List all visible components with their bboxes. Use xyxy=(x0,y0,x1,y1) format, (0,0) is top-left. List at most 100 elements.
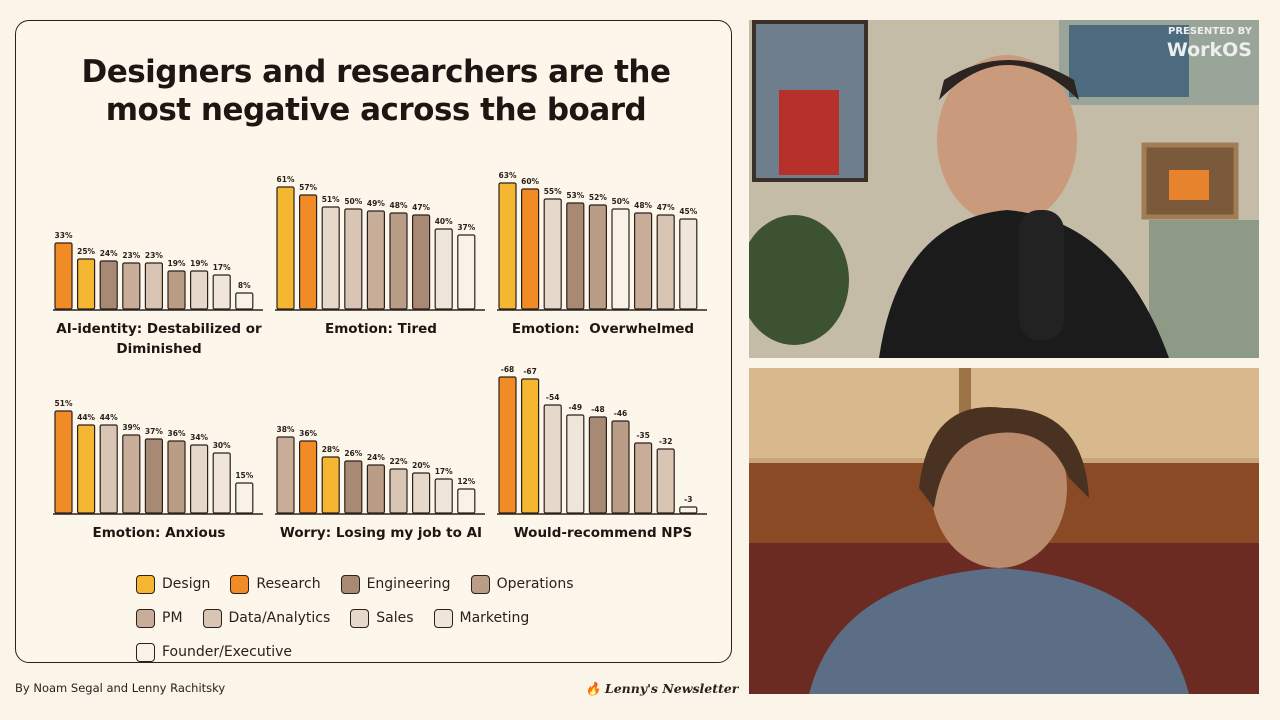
bar xyxy=(412,214,431,310)
legend-item: Research xyxy=(230,573,321,595)
legend-swatch xyxy=(350,608,370,628)
bar xyxy=(344,460,363,514)
chart-plot: 33% 25% 24% 23% 23% 19% 19% 17% 8% xyxy=(53,231,263,311)
value-label: 37% xyxy=(145,427,163,436)
value-label: -35 xyxy=(636,431,650,440)
bar xyxy=(144,438,164,514)
bar xyxy=(679,218,698,310)
legend-item: Design xyxy=(136,573,210,595)
bar xyxy=(122,434,141,514)
bar xyxy=(122,262,141,310)
bar xyxy=(611,208,630,310)
chart: 61% 57% 51% 50% 49% 48% 47% 40% 37% Emotion: Tire… xyxy=(273,161,489,339)
video-frame xyxy=(749,368,1259,694)
value-label: 52% xyxy=(589,193,607,202)
value-label: 51% xyxy=(322,195,340,204)
value-label: 17% xyxy=(435,467,453,476)
legend-label: Engineering xyxy=(366,576,451,592)
chart-plot: 61% 57% 51% 50% 49% 48% 47% 40% 37% xyxy=(275,175,485,311)
value-label: 25% xyxy=(77,247,95,256)
bar xyxy=(412,472,431,514)
value-label: 47% xyxy=(657,203,675,212)
value-label: 55% xyxy=(544,187,562,196)
value-label: 24% xyxy=(367,453,385,462)
bar xyxy=(634,212,653,310)
bar xyxy=(611,420,630,514)
brand-name: Lenny's Newsletter xyxy=(604,681,739,696)
legend-swatch xyxy=(470,574,490,594)
value-label: 37% xyxy=(457,223,475,232)
sponsor: WorkOS xyxy=(1167,39,1252,61)
video-guest xyxy=(749,368,1259,694)
bar xyxy=(634,442,653,514)
value-label: -32 xyxy=(659,437,673,446)
value-label: 63% xyxy=(499,171,517,180)
value-label: 48% xyxy=(634,201,652,210)
bar xyxy=(299,194,318,310)
legend-item: Marketing xyxy=(433,607,529,629)
value-label: 17% xyxy=(213,263,231,272)
value-label: 38% xyxy=(277,425,295,434)
bar xyxy=(167,270,186,310)
bar xyxy=(212,452,231,514)
value-label: 24% xyxy=(100,249,118,258)
chart-title: Emotion: Anxious xyxy=(92,525,226,541)
legend-item: Founder/Executive xyxy=(136,641,292,663)
value-label: 28% xyxy=(322,445,340,454)
bar xyxy=(656,448,675,514)
value-label: -67 xyxy=(523,367,537,376)
chart-plot: 38% 36% 28% 26% 24% 22% 20% 17% 12% xyxy=(275,425,485,515)
value-label: 40% xyxy=(435,217,453,226)
bar xyxy=(543,404,562,514)
bar xyxy=(588,204,608,310)
value-label: -49 xyxy=(569,403,583,412)
value-label: 19% xyxy=(168,259,186,268)
chart: 51% 44% 44% 39% 37% 36% 34% 30% 15% Emotion: Anxi… xyxy=(51,365,267,543)
legend-swatch xyxy=(202,608,222,628)
chart-plot: 51% 44% 44% 39% 37% 36% 34% 30% 15% xyxy=(53,399,263,515)
value-label: 39% xyxy=(122,423,140,432)
legend-label: Research xyxy=(256,576,321,592)
brand: 🔥 Lenny's Newsletter xyxy=(585,681,739,696)
legend-item: PM xyxy=(136,607,183,629)
legend-swatch xyxy=(136,574,155,594)
bar xyxy=(434,228,453,310)
value-label: 20% xyxy=(412,461,430,470)
presented-by: PRESENTED BY xyxy=(1168,26,1253,37)
bar xyxy=(588,416,608,514)
legend-swatch xyxy=(136,642,155,662)
value-label: 26% xyxy=(344,449,362,458)
legend-swatch xyxy=(230,574,250,594)
bar xyxy=(656,214,675,310)
value-label: 45% xyxy=(679,207,697,216)
bar xyxy=(77,424,96,514)
value-label: 12% xyxy=(457,477,475,486)
value-label: 33% xyxy=(55,231,73,240)
chart: 63% 60% 55% 53% 52% 50% 48% 47% 45% Emotion: Over… xyxy=(495,161,711,339)
video-frame: PRESENTED BY WorkOS xyxy=(749,20,1259,358)
bar xyxy=(321,456,340,514)
bar xyxy=(457,234,476,310)
bar xyxy=(144,262,164,310)
slide: Designers and researchers are the most n… xyxy=(15,20,732,663)
value-label: 49% xyxy=(367,199,385,208)
value-label: 34% xyxy=(190,433,208,442)
legend-swatch xyxy=(433,608,453,628)
legend-label: Data/Analytics xyxy=(228,610,331,626)
bar xyxy=(99,260,118,310)
value-label: 61% xyxy=(277,175,295,184)
legend-item: Engineering xyxy=(340,573,451,595)
value-label: -68 xyxy=(501,365,515,374)
video-host: PRESENTED BY WorkOS xyxy=(749,20,1259,358)
chart-title: Emotion: Overwhelmed xyxy=(511,321,695,337)
value-label: 47% xyxy=(412,203,430,212)
bar xyxy=(54,242,73,310)
bar xyxy=(498,182,517,310)
value-label: 22% xyxy=(390,457,408,466)
bar xyxy=(521,188,540,310)
bar xyxy=(457,488,476,514)
bar xyxy=(321,206,340,310)
legend-label: Sales xyxy=(376,610,414,626)
bar xyxy=(299,440,318,514)
